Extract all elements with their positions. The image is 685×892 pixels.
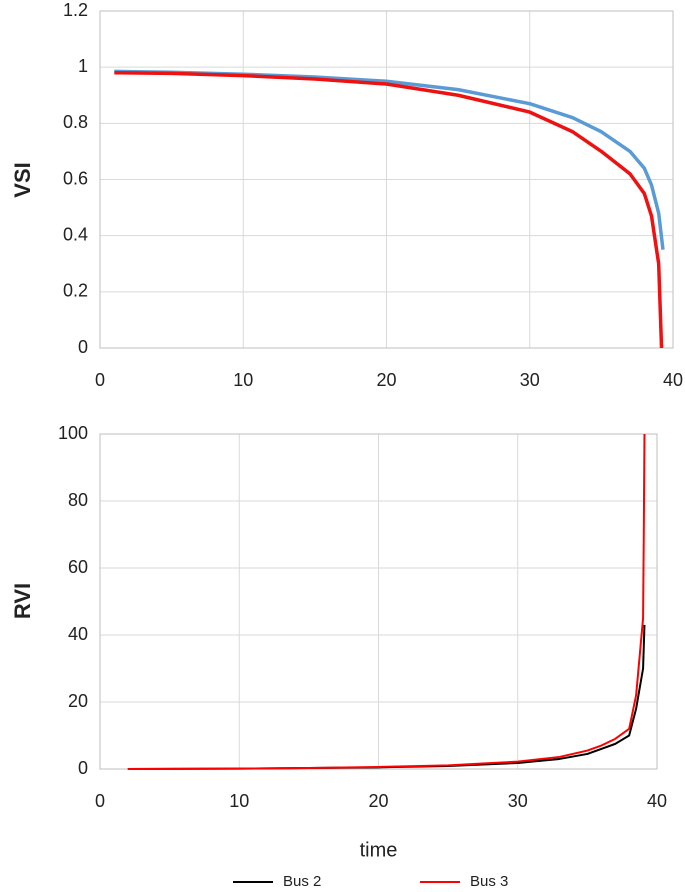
y-tick-label: 20 — [68, 691, 88, 711]
y-tick-label: 40 — [68, 624, 88, 644]
x-tick-label: 40 — [663, 370, 683, 390]
series-line — [114, 71, 664, 349]
plot-frame — [99, 433, 658, 770]
series-line — [114, 69, 665, 250]
y-tick-label: 0.8 — [63, 112, 88, 132]
y-tick-label: 1 — [78, 56, 88, 76]
y-axis-title: VSI — [10, 162, 35, 197]
x-tick-label: 40 — [647, 791, 667, 811]
y-tick-label: 0 — [78, 758, 88, 778]
x-tick-label: 30 — [508, 791, 528, 811]
y-tick-label: 1.2 — [63, 0, 88, 20]
x-tick-label: 10 — [233, 370, 253, 390]
legend-label: Bus 3 — [470, 873, 508, 890]
x-tick-label: 30 — [520, 370, 540, 390]
y-tick-label: 100 — [58, 423, 88, 443]
y-tick-label: 80 — [68, 490, 88, 510]
y-tick-label: 60 — [68, 557, 88, 577]
legend-label: Bus 2 — [283, 873, 321, 890]
plot-frame — [99, 10, 674, 349]
x-axis-title: time — [360, 839, 398, 861]
y-tick-label: 0 — [78, 337, 88, 357]
series-line — [127, 624, 646, 770]
x-tick-label: 20 — [368, 791, 388, 811]
y-tick-label: 0.6 — [63, 168, 88, 188]
x-tick-label: 0 — [95, 791, 105, 811]
x-tick-label: 20 — [376, 370, 396, 390]
y-axis-title: RVI — [10, 583, 35, 619]
y-tick-label: 0.4 — [63, 224, 88, 244]
x-tick-label: 10 — [229, 791, 249, 811]
series-line — [127, 433, 646, 770]
x-tick-label: 0 — [95, 370, 105, 390]
y-tick-label: 0.2 — [63, 281, 88, 301]
